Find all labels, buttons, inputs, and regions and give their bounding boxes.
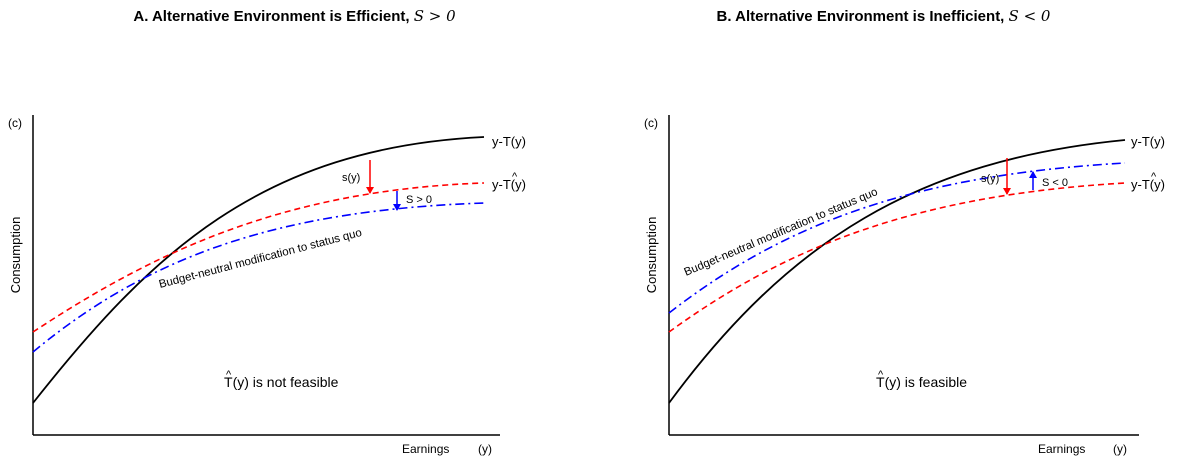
hat-mark: ^ <box>878 369 884 381</box>
s-of-y-label: s(y) <box>342 172 360 184</box>
alternative-curve <box>668 182 1126 333</box>
hat-mark: ^ <box>226 369 232 381</box>
status-quo-label: y-T(y) <box>492 134 526 149</box>
alternative-curve <box>32 182 485 333</box>
panel-b: B. Alternative Environment is Inefficien… <box>589 0 1178 462</box>
feasibility-note: T(y) is not feasible <box>224 374 339 390</box>
status-quo-label: y-T(y) <box>1131 134 1165 149</box>
hat-mark: ^ <box>512 171 518 183</box>
y-unit-label: (c) <box>8 116 22 130</box>
alternative-label: y-T(y) <box>1131 177 1165 192</box>
modification-curve <box>668 162 1126 314</box>
panel-a: A. Alternative Environment is Efficient,… <box>8 7 526 456</box>
s-label: S < 0 <box>1042 177 1068 189</box>
modification-label: Budget-neutral modification to status qu… <box>682 186 879 279</box>
y-axis-label: Consumption <box>8 217 23 294</box>
y-axis-label: Consumption <box>644 217 659 294</box>
panel-a-diagram: (c) Consumption Earnings (y) y-T(y) ^ y-… <box>8 115 526 456</box>
s-of-y-label: s(y) <box>981 173 999 185</box>
x-unit-label: (y) <box>1113 442 1127 456</box>
y-unit-label: (c) <box>644 116 658 130</box>
status-quo-curve <box>32 136 485 404</box>
x-axis-label: Earnings <box>1038 442 1085 456</box>
feasibility-note: T(y) is feasible <box>876 374 967 390</box>
panel-b-title: B. Alternative Environment is Inefficien… <box>716 7 1051 25</box>
s-label: S > 0 <box>406 194 432 206</box>
x-unit-label: (y) <box>478 442 492 456</box>
status-quo-curve <box>668 139 1126 404</box>
x-axis-label: Earnings <box>402 442 449 456</box>
alternative-label: y-T(y) <box>492 177 526 192</box>
hat-mark: ^ <box>1151 171 1157 183</box>
modification-label: Budget-neutral modification to status qu… <box>158 227 363 291</box>
panel-a-title: A. Alternative Environment is Efficient,… <box>133 7 456 25</box>
modification-curve <box>32 202 485 353</box>
panel-b-diagram: (c) Consumption Earnings (y) y-T(y) ^ y-… <box>644 115 1165 456</box>
